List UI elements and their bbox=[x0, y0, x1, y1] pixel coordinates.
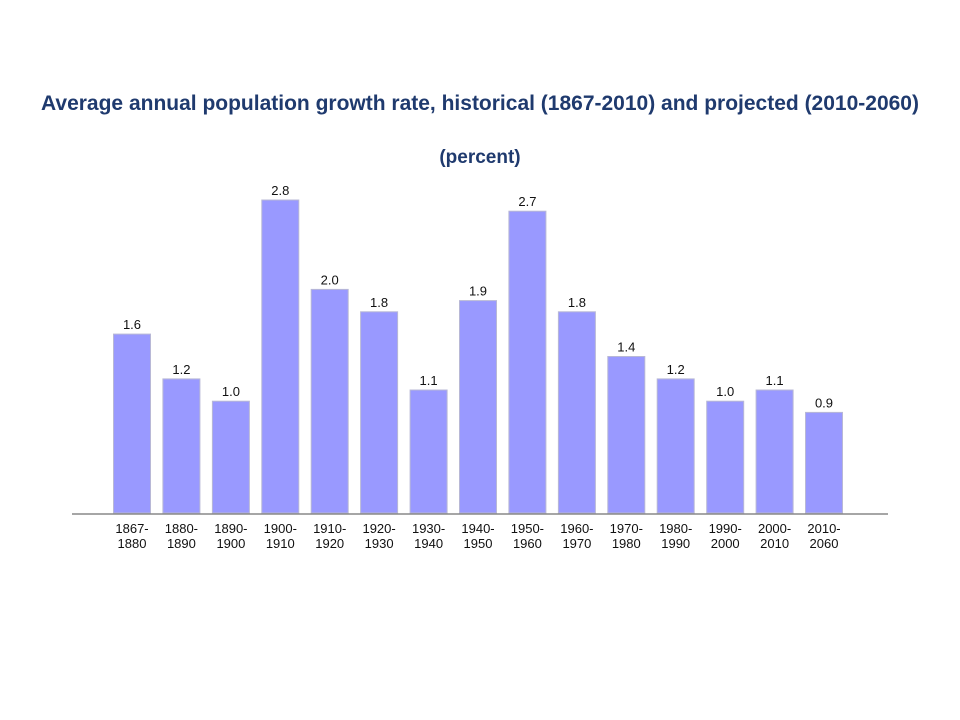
chart-subtitle: (percent) bbox=[439, 147, 521, 168]
x-tick-label: 1970 bbox=[562, 536, 591, 551]
x-tick-label: 1890 bbox=[167, 536, 196, 551]
bar bbox=[706, 400, 745, 514]
chart-title: Average annual population growth rate, h… bbox=[41, 92, 919, 115]
x-tick-label: 1880 bbox=[118, 536, 147, 551]
bar-value-label: 1.9 bbox=[469, 284, 487, 299]
x-tick-label: 2000- bbox=[758, 521, 791, 536]
x-tick-label: 1920- bbox=[362, 521, 395, 536]
bar-value-label: 1.2 bbox=[667, 362, 685, 377]
x-tick-label: 1867- bbox=[115, 521, 148, 536]
x-tick-label: 1940- bbox=[461, 521, 494, 536]
bar bbox=[557, 311, 596, 514]
x-tick-label: 1980 bbox=[612, 536, 641, 551]
bar-value-label: 2.0 bbox=[321, 272, 339, 287]
bar bbox=[755, 389, 794, 514]
x-tick-label: 1990- bbox=[709, 521, 742, 536]
x-tick-label: 1970- bbox=[610, 521, 643, 536]
x-tick-label: 1880- bbox=[165, 521, 198, 536]
bar-value-label: 2.7 bbox=[518, 194, 536, 209]
bar-value-label: 2.8 bbox=[271, 183, 289, 198]
labels-group: 1.6 1867-1880 1.2 1880-1890 1.0 1890-1900 2.8 1… bbox=[115, 183, 840, 551]
bar bbox=[261, 199, 300, 514]
x-tick-label: 1940 bbox=[414, 536, 443, 551]
bar-value-label: 1.8 bbox=[370, 295, 388, 310]
bar-value-label: 1.8 bbox=[568, 295, 586, 310]
x-tick-label: 1900 bbox=[216, 536, 245, 551]
bar bbox=[310, 288, 349, 514]
bars-group bbox=[113, 199, 843, 514]
bar-value-label: 1.4 bbox=[617, 340, 635, 355]
bar bbox=[459, 300, 497, 514]
x-tick-label: 1930- bbox=[412, 521, 445, 536]
bar-value-label: 1.1 bbox=[766, 373, 784, 388]
bar bbox=[607, 356, 646, 514]
x-tick-label: 1910 bbox=[266, 536, 295, 551]
x-tick-label: 1980- bbox=[659, 521, 692, 536]
x-tick-label: 2010- bbox=[807, 521, 840, 536]
bar bbox=[360, 311, 399, 514]
bar-value-label: 1.0 bbox=[716, 384, 734, 399]
x-tick-label: 1990 bbox=[661, 536, 690, 551]
bar-value-label: 1.0 bbox=[222, 384, 240, 399]
bar bbox=[656, 378, 695, 514]
x-tick-label: 1930 bbox=[365, 536, 394, 551]
bar bbox=[113, 333, 151, 514]
x-tick-label: 2060 bbox=[810, 536, 839, 551]
bar bbox=[162, 378, 201, 514]
bar bbox=[409, 389, 448, 514]
x-tick-label: 1890- bbox=[214, 521, 247, 536]
x-tick-label: 1900- bbox=[264, 521, 297, 536]
bar-value-label: 1.1 bbox=[420, 373, 438, 388]
x-tick-label: 1950 bbox=[464, 536, 493, 551]
bar-value-label: 0.9 bbox=[815, 395, 833, 410]
bar bbox=[211, 400, 250, 514]
bar-value-label: 1.6 bbox=[123, 317, 141, 332]
bar-value-label: 1.2 bbox=[172, 362, 190, 377]
x-tick-label: 2010 bbox=[760, 536, 789, 551]
bar bbox=[805, 411, 843, 514]
x-tick-label: 1920 bbox=[315, 536, 344, 551]
bar bbox=[508, 210, 547, 514]
x-tick-label: 2000 bbox=[711, 536, 740, 551]
x-tick-label: 1960 bbox=[513, 536, 542, 551]
x-tick-label: 1910- bbox=[313, 521, 346, 536]
x-tick-label: 1960- bbox=[560, 521, 593, 536]
x-tick-label: 1950- bbox=[511, 521, 544, 536]
